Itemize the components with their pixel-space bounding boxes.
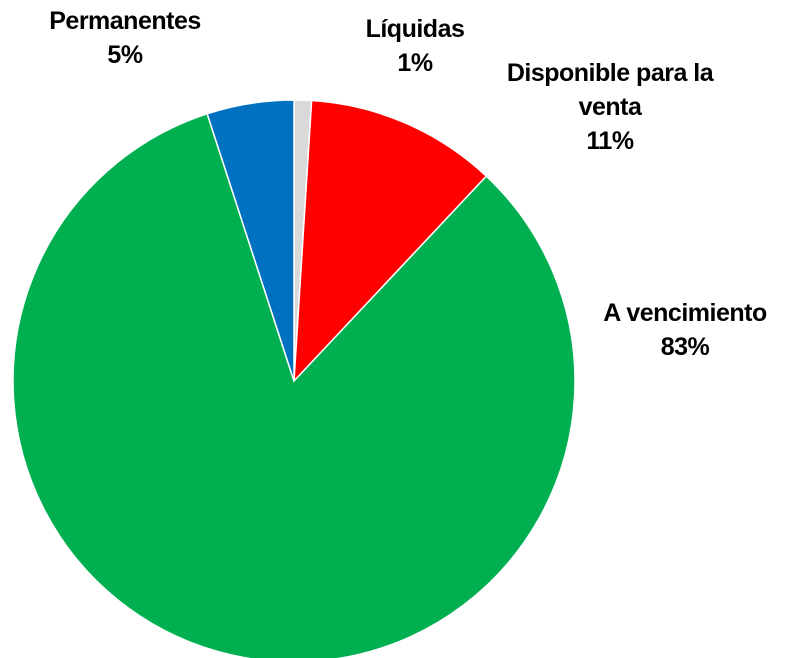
value-label: 5% xyxy=(107,41,143,69)
value-label: 83% xyxy=(660,333,710,361)
category-name: A vencimiento xyxy=(603,299,767,327)
category-name: Líquidas xyxy=(365,15,465,43)
slice-label: Disponible para la venta 11% xyxy=(500,56,720,158)
slice-label: Líquidas 1% xyxy=(340,12,490,80)
slice-label: A vencimiento 83% xyxy=(590,296,780,364)
slice-label: Permanentes 5% xyxy=(0,4,250,72)
value-label: 11% xyxy=(586,127,634,155)
pie-slice xyxy=(12,112,576,658)
category-name: Disponible para la venta xyxy=(506,59,714,121)
pie-slice xyxy=(206,99,295,382)
category-name: Permanentes xyxy=(49,7,201,35)
pie-slice xyxy=(293,99,488,384)
value-label: 1% xyxy=(397,49,433,77)
